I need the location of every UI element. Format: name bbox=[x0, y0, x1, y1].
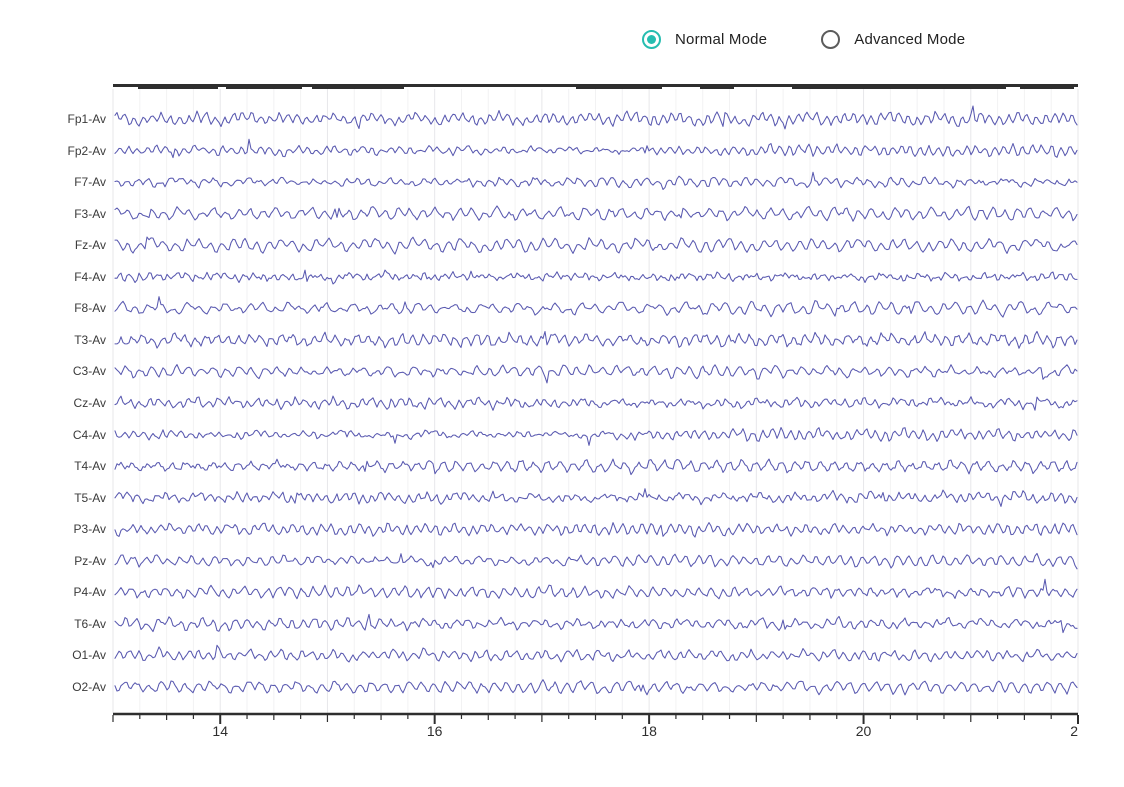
eeg-trace-t3-av bbox=[114, 330, 1078, 349]
eeg-trace-t4-av bbox=[114, 458, 1078, 476]
mode-selector: Normal Mode Advanced Mode bbox=[642, 30, 965, 49]
radio-normal-mode[interactable]: Normal Mode bbox=[642, 30, 767, 49]
eeg-trace-f7-av bbox=[114, 171, 1078, 191]
radio-unselected-icon[interactable] bbox=[821, 30, 841, 49]
eeg-trace-pz-av bbox=[114, 552, 1078, 570]
eeg-trace-t5-av bbox=[114, 488, 1078, 507]
channel-label-fp2-av: Fp2-Av bbox=[67, 143, 106, 158]
x-tick-label-14: 14 bbox=[212, 723, 229, 739]
channel-label-t3-av: T3-Av bbox=[74, 332, 106, 347]
eeg-trace-o1-av bbox=[114, 644, 1078, 663]
x-axis bbox=[112, 712, 1079, 724]
eeg-trace-fz-av bbox=[114, 236, 1078, 255]
x-tick-label-18: 18 bbox=[641, 723, 657, 739]
channel-label-o2-av: O2-Av bbox=[72, 680, 106, 694]
channel-label-t4-av: T4-Av bbox=[74, 459, 106, 474]
eeg-trace-fp1-av bbox=[114, 105, 1078, 130]
x-tick-label-2: 2 bbox=[1070, 723, 1078, 739]
eeg-traces bbox=[114, 105, 1078, 696]
eeg-trace-cz-av bbox=[114, 395, 1078, 411]
radio-selected-icon[interactable] bbox=[642, 30, 661, 49]
gridlines bbox=[112, 89, 1079, 713]
channel-label-fz-av: Fz-Av bbox=[74, 238, 106, 253]
eeg-trace-p4-av bbox=[114, 578, 1078, 600]
channel-label-t6-av: T6-Av bbox=[74, 616, 106, 631]
eeg-trace-c4-av bbox=[114, 426, 1078, 446]
radio-dot bbox=[647, 35, 656, 44]
radio-advanced-mode[interactable]: Advanced Mode bbox=[821, 30, 965, 49]
channel-label-pz-av: Pz-Av bbox=[74, 553, 106, 568]
channel-label-p4-av: P4-Av bbox=[73, 585, 106, 600]
eeg-trace-c3-av bbox=[114, 364, 1078, 384]
channel-label-f7-av: F7-Av bbox=[74, 175, 106, 190]
radio-normal-mode-label: Normal Mode bbox=[675, 31, 768, 48]
channel-label-p3-av: P3-Av bbox=[73, 522, 106, 537]
channel-label-c3-av: C3-Av bbox=[72, 364, 106, 379]
x-tick-label-16: 16 bbox=[426, 723, 443, 739]
x-tick-label-20: 20 bbox=[855, 723, 872, 739]
channel-label-c4-av: C4-Av bbox=[72, 427, 106, 442]
top-position-bar bbox=[113, 84, 1078, 89]
channel-label-f8-av: F8-Av bbox=[74, 301, 106, 316]
channel-label-f3-av: F3-Av bbox=[74, 206, 106, 221]
eeg-trace-o2-av bbox=[114, 679, 1078, 696]
eeg-trace-f8-av bbox=[114, 296, 1078, 318]
channel-label-fp1-av: Fp1-Av bbox=[67, 112, 106, 126]
channel-label-cz-av: Cz-Av bbox=[73, 396, 106, 410]
channel-label-t5-av: T5-Av bbox=[74, 490, 106, 505]
eeg-trace-f3-av bbox=[114, 205, 1078, 222]
eeg-trace-p3-av bbox=[114, 522, 1078, 538]
eeg-trace-fp2-av bbox=[114, 138, 1078, 159]
eeg-trace-f4-av bbox=[114, 269, 1078, 285]
channel-label-o1-av: O1-Av bbox=[72, 648, 106, 663]
channel-label-f4-av: F4-Av bbox=[74, 269, 106, 284]
eeg-trace-t6-av bbox=[114, 613, 1078, 634]
radio-advanced-mode-label: Advanced Mode bbox=[854, 31, 966, 48]
